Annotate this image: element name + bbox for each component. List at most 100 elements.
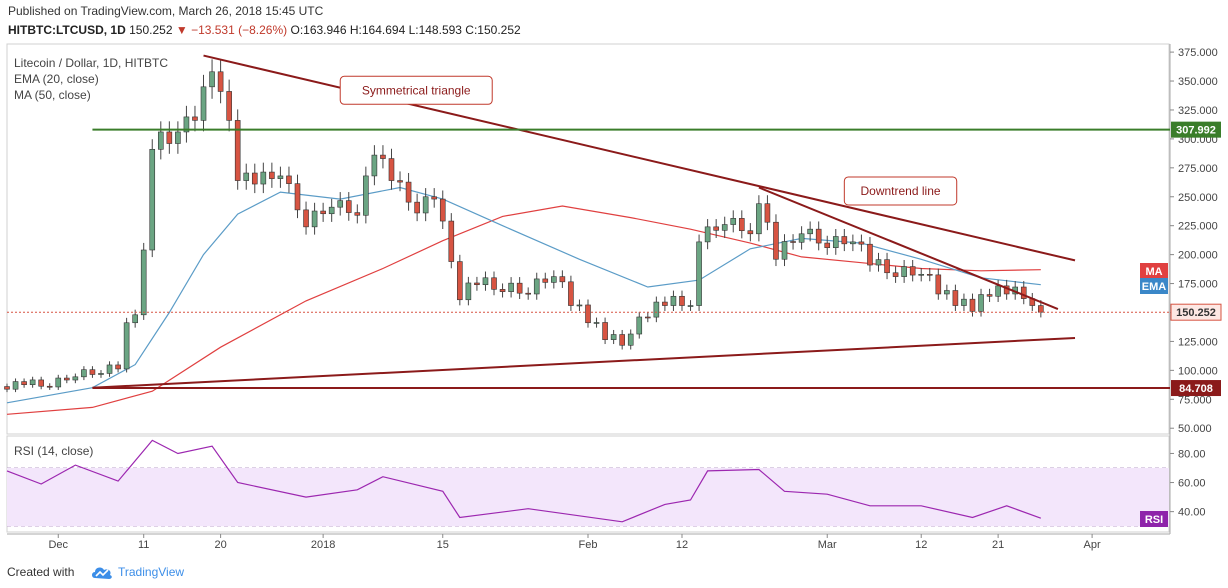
candle-body [72, 376, 79, 381]
legend-rsi: RSI (14, close) [14, 444, 94, 458]
legend-ema: EMA (20, close) [14, 72, 99, 86]
time-tick-label: 12 [915, 539, 927, 551]
last-price: 150.252 [129, 23, 173, 37]
candle-body [995, 285, 1001, 297]
rsi-tick-label: 80.00 [1178, 448, 1206, 460]
candle-body [371, 154, 378, 177]
publish-info: Published on TradingView.com, March 26, … [8, 4, 324, 18]
candle-body [696, 241, 702, 306]
candle-body [798, 233, 805, 243]
candle-body [465, 282, 472, 301]
candle-body [260, 171, 267, 185]
ema20-series [6, 186, 1041, 404]
candle-body [944, 290, 950, 295]
triangle-top-line [203, 54, 1076, 262]
price-tick-label: 175.000 [1178, 279, 1218, 291]
candle-body [106, 364, 113, 374]
price-tick-label: 200.000 [1178, 250, 1218, 262]
candle-body [21, 381, 27, 386]
candle-body [926, 273, 933, 276]
candle-body [354, 212, 361, 216]
price-chart[interactable]: 50.00075.000100.000125.000150.000175.000… [0, 0, 1228, 560]
ma-marker-label: MA [1145, 266, 1162, 278]
candle-body [175, 131, 181, 144]
candle-body [89, 369, 96, 375]
candle-body [209, 71, 215, 88]
candle-body [491, 277, 497, 290]
time-tick-label: Dec [48, 539, 68, 551]
candle-body [388, 158, 395, 181]
candle-body [123, 322, 130, 370]
candle-body [64, 377, 70, 381]
candle-body [157, 131, 164, 150]
last-price-label: 150.252 [1176, 307, 1216, 319]
candle-body [961, 298, 967, 306]
candle-body [850, 241, 856, 245]
candle-body [29, 379, 36, 386]
candle-body [183, 116, 190, 133]
candle-body [585, 304, 591, 324]
tradingview-cloud-icon [92, 567, 112, 579]
candle-body [226, 91, 232, 121]
ma-line [6, 205, 1041, 415]
candle-body [397, 180, 403, 183]
candle-body [414, 201, 420, 214]
annotations: Symmetrical triangle Downtrend line [339, 75, 958, 206]
candle-body [952, 290, 959, 306]
symbol-line: HITBTC:LTCUSD, 1D 150.252 ▼ −13.531 (−8.… [8, 23, 521, 37]
ohlc-values: O:163.946 H:164.694 L:148.593 C:150.252 [290, 23, 521, 37]
time-tick-label: Feb [579, 539, 598, 551]
price-tick-label: 100.000 [1178, 365, 1218, 377]
candle-body [337, 200, 344, 208]
legend-ma: MA (50, close) [14, 88, 91, 102]
tradingview-link[interactable]: TradingView [118, 565, 185, 579]
candle-body [884, 259, 890, 274]
candle-body [730, 218, 737, 225]
candle-body [756, 203, 762, 235]
candle-body [363, 175, 369, 216]
candle-body [132, 314, 138, 324]
candle-body [986, 294, 993, 297]
candle-body [269, 171, 275, 179]
candle-body [773, 221, 779, 260]
candle-body [4, 386, 10, 390]
candle-body [576, 304, 583, 307]
annotation-text: Symmetrical triangle [362, 83, 471, 97]
candle-body [12, 381, 19, 390]
candle-body [431, 196, 438, 200]
candle-body [192, 116, 198, 121]
annotation-box [339, 75, 493, 105]
time-tick-label: 15 [437, 539, 449, 551]
candle-body [867, 243, 873, 266]
candle-body [320, 210, 326, 215]
candle-body [474, 282, 480, 286]
candle-body [551, 276, 557, 283]
price-pane-frame [6, 43, 1170, 435]
candle-body [875, 259, 882, 266]
price-tick-label: 225.000 [1178, 221, 1218, 233]
candle-body [841, 236, 848, 245]
candle-body [858, 241, 865, 245]
candle-body [55, 377, 62, 388]
price-tick-label: 125.000 [1178, 336, 1218, 348]
candle-body [439, 198, 446, 222]
candle-body [790, 241, 796, 243]
candle-body [251, 172, 258, 185]
support-label: 84.708 [1179, 383, 1213, 395]
downtrend-line [758, 186, 1059, 310]
candle-body [115, 364, 121, 370]
candle-body [311, 210, 318, 228]
candle-body [166, 131, 173, 144]
candle-body [815, 228, 822, 244]
time-tick-label: Mar [818, 539, 837, 551]
ema-marker-tag [1140, 278, 1168, 294]
candle-body [568, 281, 574, 306]
price-tick-label: 75.000 [1178, 394, 1212, 406]
rsi-series [6, 439, 1042, 523]
price-change: ▼ −13.531 (−8.26%) [175, 23, 288, 37]
candle-body [593, 322, 600, 324]
footer: Created with TradingView [0, 560, 1228, 588]
rsi-tick-label: 60.00 [1178, 478, 1206, 490]
symbol-name: HITBTC:LTCUSD, 1D [8, 23, 126, 37]
candle-body [303, 209, 309, 228]
